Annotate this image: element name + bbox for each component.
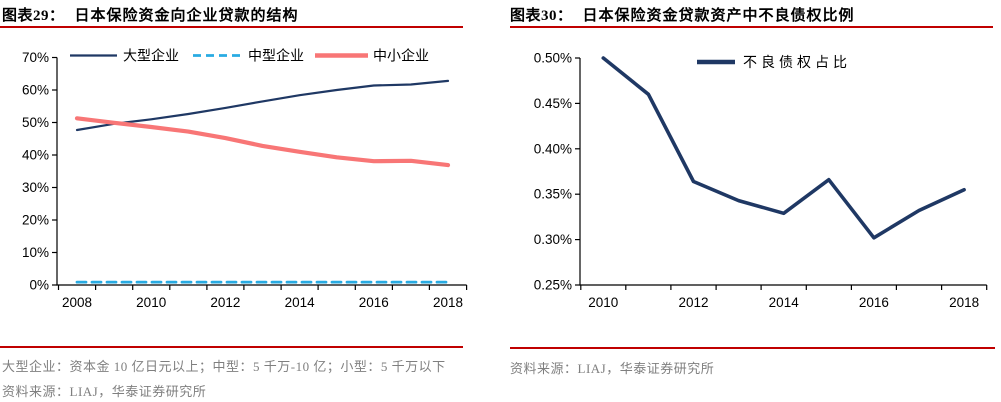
figure29-title: 图表29： 日本保险资金向企业贷款的结构 [2, 4, 299, 25]
figure30-bottom-rule [510, 347, 995, 349]
y-axis-label: 0.25% [534, 278, 572, 293]
x-axis-label: 2014 [285, 295, 316, 310]
figure30-line-chart: 0.25% 0.30% 0.35% 0.40% 0.45% 0.50% 2010 2012 20… [534, 51, 988, 310]
figure29-line-chart: 0% 10% 20% 30% 40% 50% 60% 70% 2008 2010 2012 2014 2… [22, 48, 468, 310]
figure29-bottom-rule [0, 346, 463, 348]
figure29-title-rule [0, 26, 463, 28]
y-axis-label: 10% [22, 245, 49, 260]
series-line [601, 56, 966, 240]
x-axis-label: 2018 [433, 295, 463, 310]
x-axis-label: 2018 [949, 295, 979, 310]
x-axis-label: 2008 [62, 295, 92, 310]
y-axis-label: 0.35% [534, 187, 572, 202]
x-axis-label: 2014 [769, 295, 800, 310]
axis-lines [579, 58, 987, 286]
y-axis-label: 0.30% [534, 232, 572, 247]
legend-label: 中小企业 [373, 48, 429, 65]
x-axis-label: 2012 [210, 295, 240, 310]
x-axis-label: 2012 [678, 295, 708, 310]
figure30-caption: 图表30： [510, 8, 573, 24]
figure30-title: 图表30： 日本保险资金贷款资产中不良债权比例 [510, 4, 855, 25]
y-axis-label: 50% [22, 115, 49, 130]
y-axis-label: 0% [29, 278, 49, 293]
y-axis-label: 0.40% [534, 141, 572, 156]
series-line [74, 116, 451, 168]
y-axis-label: 70% [22, 50, 49, 65]
y-axis-label: 60% [22, 83, 49, 98]
figure30-title-rule [510, 26, 993, 28]
legend-label: 中型企业 [248, 48, 304, 65]
figure30-source: 资料来源：LIAJ，华泰证券研究所 [510, 361, 715, 376]
figure29-caption: 图表29： [2, 8, 65, 24]
x-axis-label: 2010 [588, 295, 618, 310]
x-axis-label: 2016 [859, 295, 889, 310]
y-axis-label: 0.45% [534, 96, 572, 111]
series-line [75, 79, 450, 132]
figure30-title-text: 日本保险资金贷款资产中不良债权比例 [582, 8, 855, 24]
y-axis-label: 0.50% [534, 51, 572, 66]
axis-lines [56, 57, 467, 286]
figure29-note: 大型企业：资本金 10 亿日元以上；中型：5 千万-10 亿；小型：5 千万以下 [2, 359, 446, 374]
x-axis-label: 2010 [136, 295, 166, 310]
figure29-source: 资料来源：LIAJ，华泰证券研究所 [2, 384, 207, 399]
y-axis-label: 40% [22, 148, 49, 163]
figure29-title-text: 日本保险资金向企业贷款的结构 [74, 8, 299, 24]
legend-label: 不良债权占比 [743, 55, 851, 71]
y-axis-label: 20% [22, 213, 49, 228]
x-axis-label: 2016 [359, 295, 389, 310]
legend-label: 大型企业 [123, 48, 179, 65]
y-axis-label: 30% [22, 180, 49, 195]
